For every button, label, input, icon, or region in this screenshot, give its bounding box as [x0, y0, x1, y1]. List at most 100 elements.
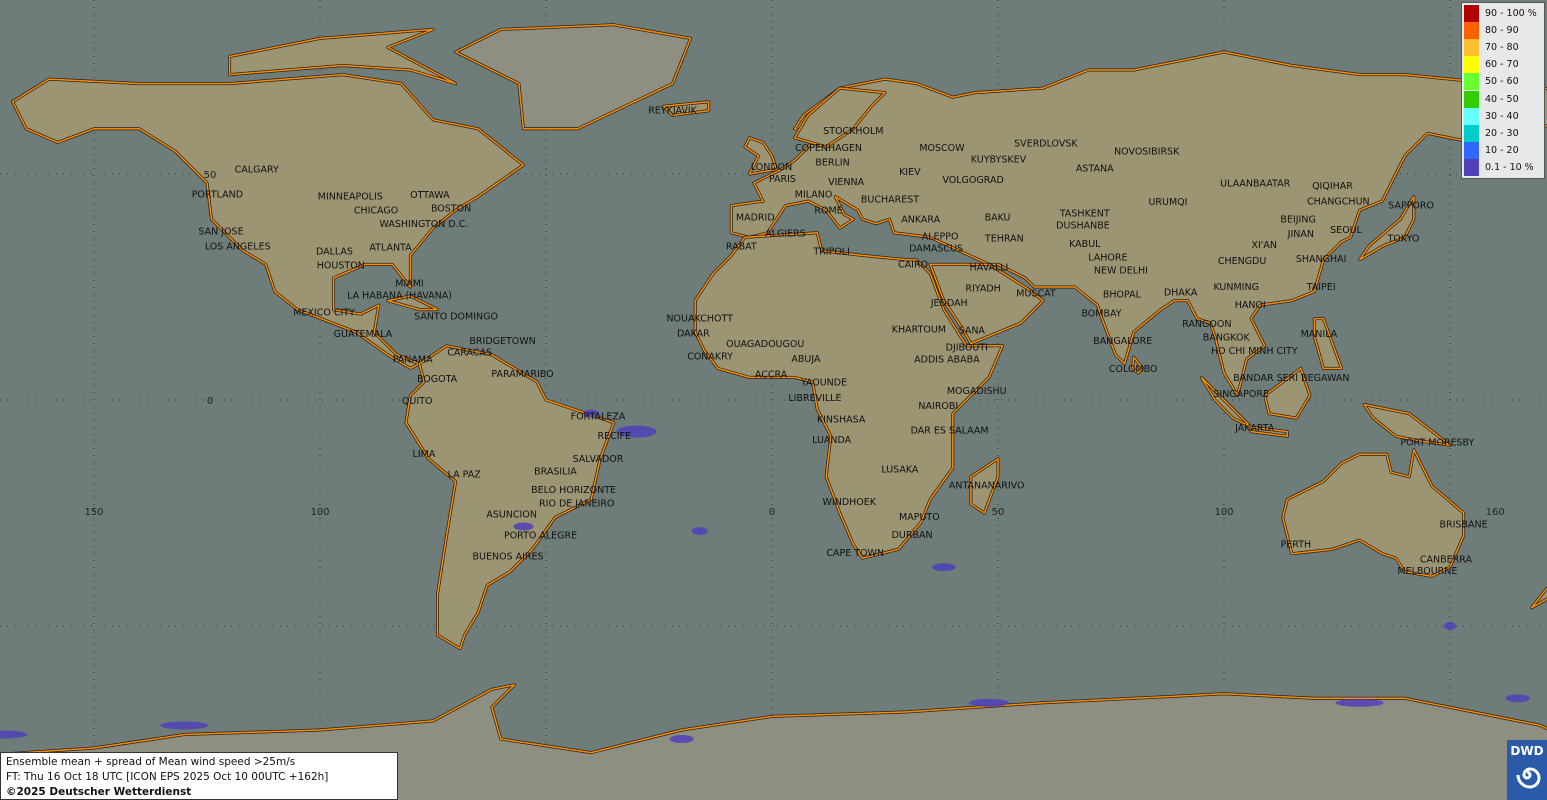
city-label: LUANDA [812, 435, 852, 446]
info-box: Ensemble mean + spread of Mean wind spee… [0, 752, 398, 800]
legend-swatch [1464, 22, 1479, 40]
city-label: CALGARY [235, 164, 279, 175]
coastline-antarctica [0, 684, 1547, 756]
city-label: ATLANTA [369, 243, 412, 254]
city-label: ABUJA [791, 354, 821, 365]
latitude-label: 0 [207, 396, 213, 407]
city-label: RANGOON [1182, 319, 1231, 330]
city-label: DUSHANBE [1056, 221, 1110, 232]
longitude-label: 0 [769, 507, 775, 518]
coastline-java [1250, 426, 1289, 437]
wind-area [669, 735, 694, 743]
legend-item: 80 - 90 [1464, 22, 1542, 40]
city-label: DHAKA [1164, 287, 1198, 298]
wind-area [691, 527, 708, 536]
city-label: PERTH [1281, 540, 1312, 551]
city-label: BRASILIA [534, 466, 577, 477]
city-label: PORT MORESBY [1400, 437, 1474, 448]
city-label: COPENHAGEN [795, 143, 862, 154]
legend-item: 10 - 20 [1464, 141, 1542, 159]
coastline-sumatra [1200, 376, 1252, 428]
legend-label: 60 - 70 [1485, 59, 1519, 71]
city-label: PORTLAND [192, 189, 243, 200]
city-label: MOGADISHU [947, 386, 1007, 397]
wind-area [0, 730, 28, 739]
wind-area [1444, 622, 1456, 630]
longitude-label: 50 [992, 507, 1005, 518]
city-label: TASHKENT [1059, 208, 1110, 219]
coastline-north-america [11, 73, 525, 370]
city-label: SAPPORO [1388, 201, 1434, 212]
city-label: LIBREVILLE [788, 393, 841, 404]
coastline-borneo [1263, 367, 1311, 419]
city-labels: REYKJAVIK STOCKHOLM COPENHAGEN BERLIN LONDON… [192, 106, 1488, 577]
city-label: LIMA [413, 449, 436, 460]
city-label: ADDIS ABABA [914, 354, 980, 365]
city-label: OTTAWA [410, 190, 450, 201]
wind-area [1505, 694, 1530, 703]
city-label: SANA [959, 325, 986, 336]
city-label: VIENNA [828, 177, 865, 188]
wind-area [1335, 698, 1384, 707]
city-label: RIYADH [965, 283, 1000, 294]
city-label: HANOI [1235, 300, 1266, 311]
coastline-canadian-arctic [228, 28, 457, 85]
city-label: TEHRAN [984, 234, 1024, 245]
city-label: FORTALEZA [571, 412, 626, 423]
legend-label: 80 - 90 [1485, 25, 1519, 37]
city-label: ASTANA [1076, 164, 1114, 175]
city-label: MILANO [795, 189, 833, 200]
legend-item: 20 - 30 [1464, 124, 1542, 142]
longitude-label: 100 [1214, 507, 1233, 518]
city-label: COLOMBO [1109, 364, 1158, 375]
legend-swatch [1464, 90, 1479, 108]
city-label: ANKARA [901, 215, 940, 226]
city-label: JEDDAH [930, 298, 968, 309]
city-label: MEXICO CITY [293, 307, 355, 318]
logo-text: DWD [1510, 744, 1544, 758]
city-label: PANAMA [393, 354, 433, 365]
city-label: BANGKOK [1203, 333, 1251, 344]
legend-label: 90 - 100 % [1485, 8, 1537, 20]
coastline-south-america [405, 345, 615, 650]
city-label: DJIBOUTI [946, 343, 988, 354]
wind-area [583, 409, 600, 418]
city-label: OUAGADOUGOU [726, 339, 804, 350]
coastline-eurasia [730, 51, 1547, 397]
city-label: DALLAS [316, 247, 353, 258]
legend-label: 70 - 80 [1485, 42, 1519, 54]
wind-area [160, 721, 209, 730]
legend-swatch [1464, 73, 1479, 91]
city-label: HAVALLI [970, 263, 1009, 274]
city-label: BRISBANE [1440, 519, 1488, 530]
city-label: KHARTOUM [892, 324, 946, 335]
coastline-japan [1358, 195, 1415, 261]
city-label: NAIROBI [918, 401, 958, 412]
city-label: CHICAGO [354, 206, 398, 217]
city-label: MINNEAPOLIS [318, 192, 383, 203]
city-label: BOMBAY [1081, 309, 1121, 320]
legend-swatch [1464, 158, 1479, 176]
city-label: LUSAKA [881, 465, 919, 476]
legend-swatch [1464, 5, 1479, 23]
city-label: ACCRA [755, 370, 788, 381]
city-label: RABAT [726, 241, 757, 252]
coastline-africa [694, 232, 1004, 559]
coastline-madagascar [970, 458, 999, 514]
city-label: CHENGDU [1218, 256, 1267, 267]
city-label: PARIS [769, 174, 796, 185]
legend-swatch [1464, 141, 1479, 159]
city-label: KUNMING [1213, 282, 1259, 293]
product-title: Ensemble mean + spread of Mean wind spee… [6, 756, 296, 768]
city-label: WASHINGTON D.C. [380, 219, 469, 230]
city-label: TOKYO [1386, 234, 1419, 245]
city-label: YAOUNDE [800, 377, 847, 388]
legend-swatch [1464, 124, 1479, 142]
dwd-logo: DWD [1507, 740, 1547, 800]
longitude-label: 160 [1486, 507, 1505, 518]
city-label: LONDON [751, 162, 792, 173]
city-label: QUITO [402, 396, 433, 407]
city-label: HOUSTON [317, 260, 365, 271]
